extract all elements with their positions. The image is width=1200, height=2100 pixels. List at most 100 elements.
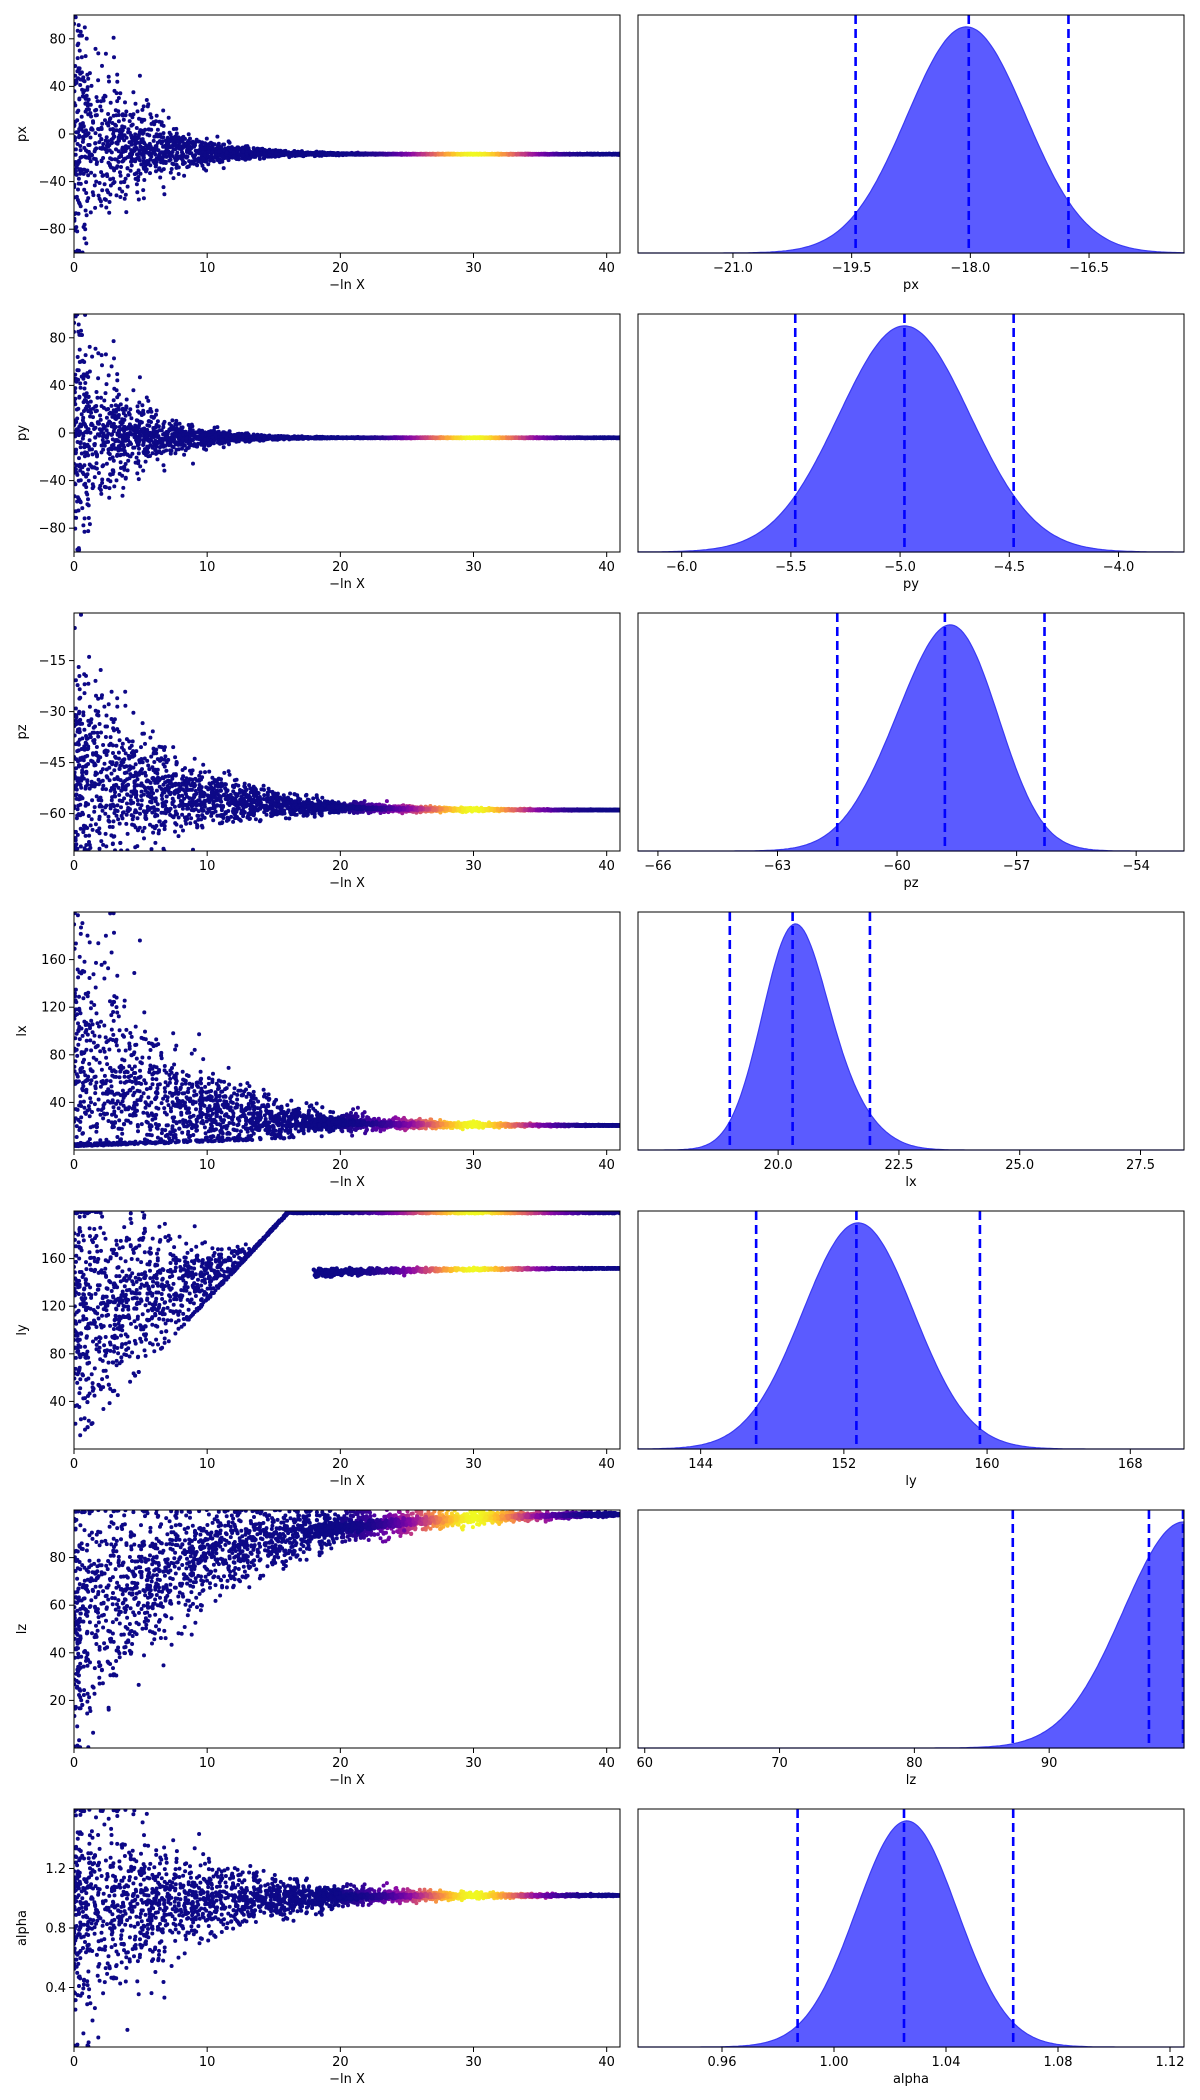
trace-point: [133, 101, 138, 106]
trace-point: [136, 197, 141, 202]
trace-point: [179, 136, 184, 141]
trace-point: [137, 150, 142, 155]
trace-point: [74, 64, 78, 68]
trace-point: [83, 109, 88, 114]
trace-point: [93, 141, 98, 146]
trace-point: [166, 115, 171, 120]
trace-point: [150, 451, 155, 456]
trace-point: [137, 446, 141, 451]
trace-point: [107, 117, 112, 122]
trace-point: [373, 152, 378, 157]
trace-point: [115, 378, 120, 383]
trace-point: [99, 443, 104, 448]
trace-point: [122, 133, 127, 138]
trace-point: [236, 155, 241, 160]
trace-point: [102, 443, 107, 448]
trace-point: [378, 152, 383, 157]
trace-point: [137, 141, 142, 145]
trace-point: [520, 151, 525, 157]
trace-point: [108, 420, 113, 425]
trace-point: [146, 102, 151, 107]
trace-point: [475, 152, 481, 157]
trace-point: [134, 146, 139, 151]
trace-point: [107, 79, 111, 84]
trace-point: [74, 101, 77, 106]
trace-point: [140, 137, 145, 142]
trace-point: [95, 99, 100, 104]
trace-point: [108, 192, 113, 197]
trace-point: [138, 128, 143, 133]
trace-point: [89, 127, 94, 132]
trace-point: [76, 176, 81, 181]
trace-point: [79, 168, 84, 173]
trace-point: [78, 385, 83, 390]
trace-point: [100, 188, 105, 193]
trace-point: [103, 118, 107, 123]
trace-point: [86, 467, 91, 472]
trace-point: [121, 411, 126, 416]
trace-point: [87, 344, 92, 349]
trace-point: [155, 457, 160, 462]
trace-point: [76, 322, 81, 327]
trace-point: [118, 154, 123, 159]
trace-point: [98, 417, 103, 422]
trace-point: [116, 119, 121, 124]
trace-point: [86, 394, 91, 399]
trace-point: [111, 176, 116, 181]
trace-point: [74, 119, 78, 124]
trace-point: [102, 398, 107, 403]
trace-point: [83, 101, 88, 106]
trace-point: [111, 35, 116, 40]
trace-point: [109, 141, 114, 146]
trace-point: [595, 151, 600, 157]
trace-point: [216, 145, 221, 149]
trace-point: [183, 141, 188, 146]
trace-point: [90, 354, 95, 359]
trace-point: [120, 147, 125, 152]
y-tick-label: −80: [39, 223, 66, 238]
trace-point: [564, 152, 569, 157]
trace-point: [137, 73, 142, 78]
trace-point: [129, 142, 134, 147]
trace-point: [99, 353, 104, 358]
trace-point: [292, 149, 297, 153]
trace-point: [154, 145, 159, 150]
trace-point: [144, 169, 148, 174]
trace-point: [77, 347, 82, 352]
trace-point: [109, 137, 114, 142]
trace-point: [154, 132, 159, 137]
trace-point: [129, 163, 134, 168]
trace-point: [110, 443, 114, 448]
trace-point: [181, 152, 186, 157]
trace-point: [180, 446, 184, 451]
trace-point: [175, 139, 180, 144]
trace-point: [107, 210, 112, 215]
trace-point: [74, 526, 78, 531]
trace-point: [76, 69, 81, 74]
trace-point: [83, 381, 88, 385]
trace-point: [133, 460, 138, 465]
trace-point: [114, 91, 119, 96]
trace-point: [128, 152, 132, 157]
trace-point: [84, 128, 88, 133]
trace-point: [353, 151, 359, 157]
trace-point: [79, 154, 84, 159]
trace-point: [157, 151, 162, 156]
trace-point: [173, 451, 178, 456]
trace-point: [144, 98, 149, 102]
trace-point: [490, 151, 495, 157]
trace-point: [104, 148, 109, 153]
trace-point: [210, 158, 215, 163]
trace-point: [589, 152, 594, 157]
trace-point: [162, 468, 167, 473]
trace-point: [119, 165, 123, 169]
trace-point: [131, 158, 136, 163]
trace-point: [93, 131, 98, 136]
x-tick-label: −21.0: [713, 261, 753, 276]
trace-point: [174, 418, 179, 423]
trace-point: [181, 145, 185, 150]
trace-point: [74, 396, 78, 401]
trace-point: [208, 140, 213, 145]
trace-point: [155, 127, 160, 132]
